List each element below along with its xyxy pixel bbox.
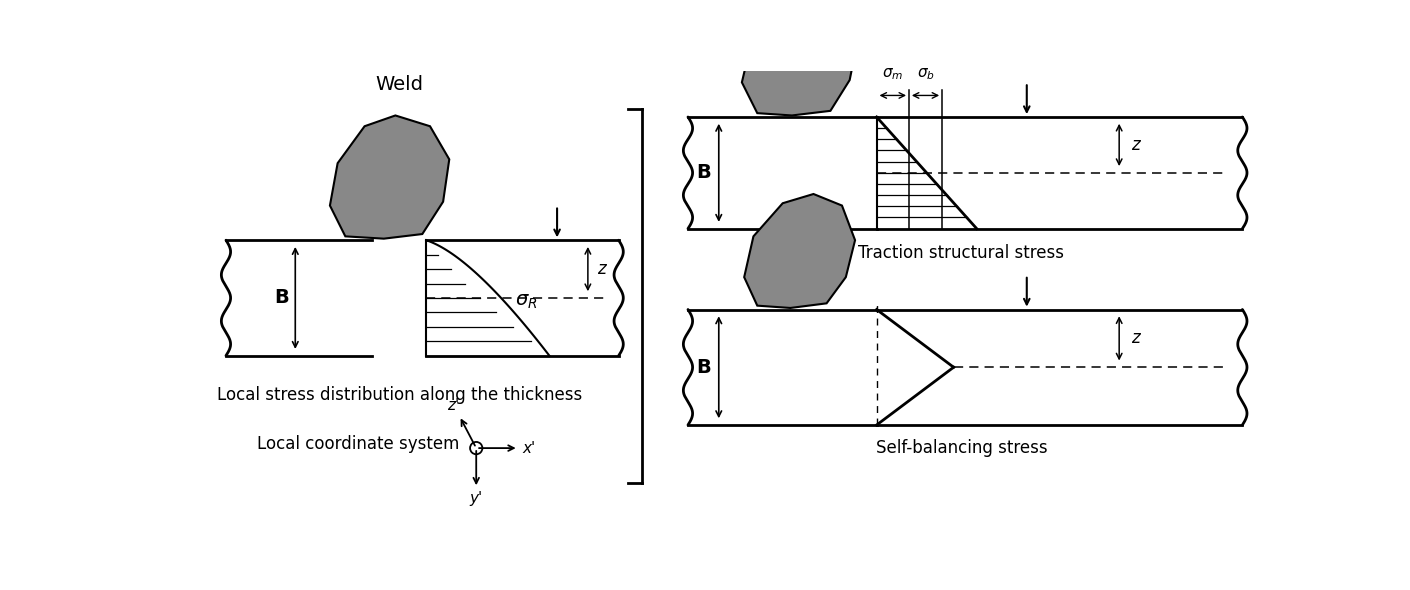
Polygon shape [742,0,857,116]
Text: y': y' [470,491,482,506]
Text: $\sigma_R$: $\sigma_R$ [515,292,537,312]
Text: Self-balancing stress: Self-balancing stress [876,439,1048,457]
Text: $\sigma_b$: $\sigma_b$ [916,66,935,81]
Text: Local stress distribution along the thickness: Local stress distribution along the thic… [217,386,582,405]
Text: z: z [1131,329,1139,348]
Text: Traction structural stress: Traction structural stress [859,244,1065,262]
Polygon shape [330,116,450,239]
Text: z': z' [447,398,460,413]
Text: $\mathbf{B}$: $\mathbf{B}$ [695,163,711,182]
Text: x': x' [522,441,536,455]
Text: z: z [1131,136,1139,154]
Text: Local coordinate system: Local coordinate system [257,435,460,453]
Text: $\mathbf{B}$: $\mathbf{B}$ [274,289,289,307]
Text: z: z [596,260,606,278]
Polygon shape [744,194,854,308]
Text: Weld: Weld [375,75,423,94]
Text: $\mathbf{B}$: $\mathbf{B}$ [695,358,711,377]
Text: $\sigma_m$: $\sigma_m$ [883,66,904,81]
